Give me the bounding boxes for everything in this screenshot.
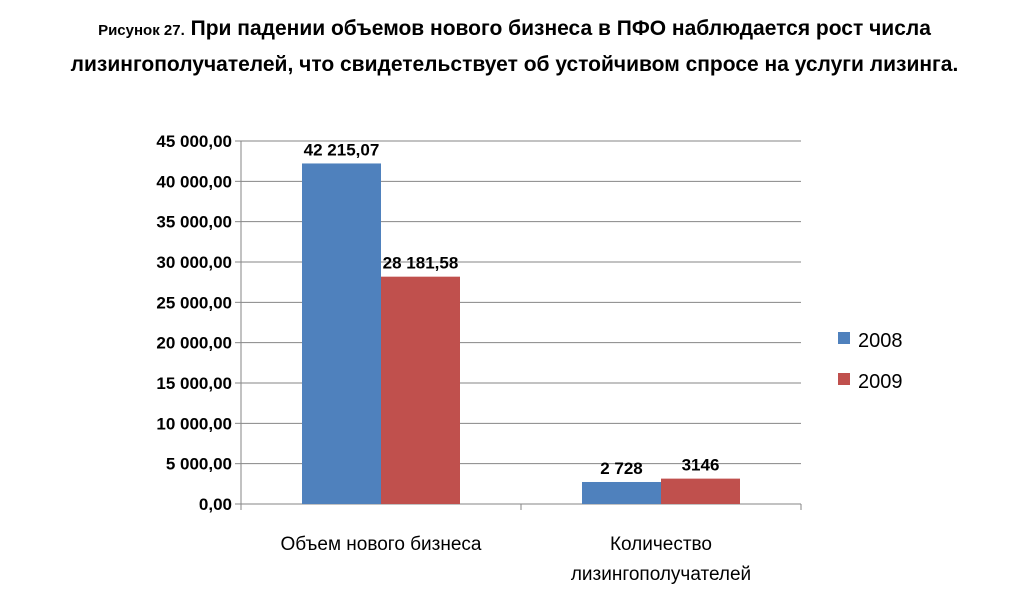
- data-label: 3146: [682, 456, 720, 475]
- figure-caption: Рисунок 27. При падении объемов нового б…: [0, 12, 1029, 82]
- x-category-label: Объем нового бизнеса: [280, 534, 481, 555]
- caption-line-1: Рисунок 27. При падении объемов нового б…: [0, 12, 1029, 48]
- y-tick-label: 35 000,00: [156, 213, 232, 232]
- y-tick-label: 5 000,00: [166, 455, 232, 474]
- y-tick-label: 30 000,00: [156, 253, 232, 272]
- y-tick-label: 40 000,00: [156, 172, 232, 191]
- legend-label: 2009: [858, 371, 903, 393]
- x-category-label-line: Количество: [610, 534, 712, 555]
- x-category-label-line: Объем нового бизнеса: [280, 534, 481, 555]
- y-tick-label: 45 000,00: [156, 132, 232, 151]
- legend-label: 2008: [858, 330, 903, 352]
- legend-swatch: [838, 332, 850, 344]
- y-tick-label: 15 000,00: [156, 374, 232, 393]
- bar: [661, 478, 740, 504]
- bar: [582, 481, 661, 504]
- bar: [381, 276, 460, 504]
- data-label: 42 215,07: [304, 140, 380, 159]
- caption-prefix: Рисунок 27.: [98, 22, 185, 39]
- y-tick-label: 0,00: [199, 495, 232, 514]
- data-label: 28 181,58: [383, 254, 459, 273]
- legend-swatch: [838, 373, 850, 385]
- caption-line-2: лизингополучателей, что свидетельствует …: [70, 53, 959, 76]
- bar: [302, 163, 381, 505]
- y-tick-label: 10 000,00: [156, 414, 232, 433]
- data-label: 2 728: [600, 459, 643, 478]
- x-category-label-line: лизингополучателей: [571, 564, 751, 585]
- y-tick-label: 25 000,00: [156, 293, 232, 312]
- y-tick-label: 20 000,00: [156, 334, 232, 353]
- x-category-label: Количество лизингополучателей: [571, 534, 751, 585]
- caption-text-1: При падении объемов нового бизнеса в ПФО…: [190, 17, 931, 40]
